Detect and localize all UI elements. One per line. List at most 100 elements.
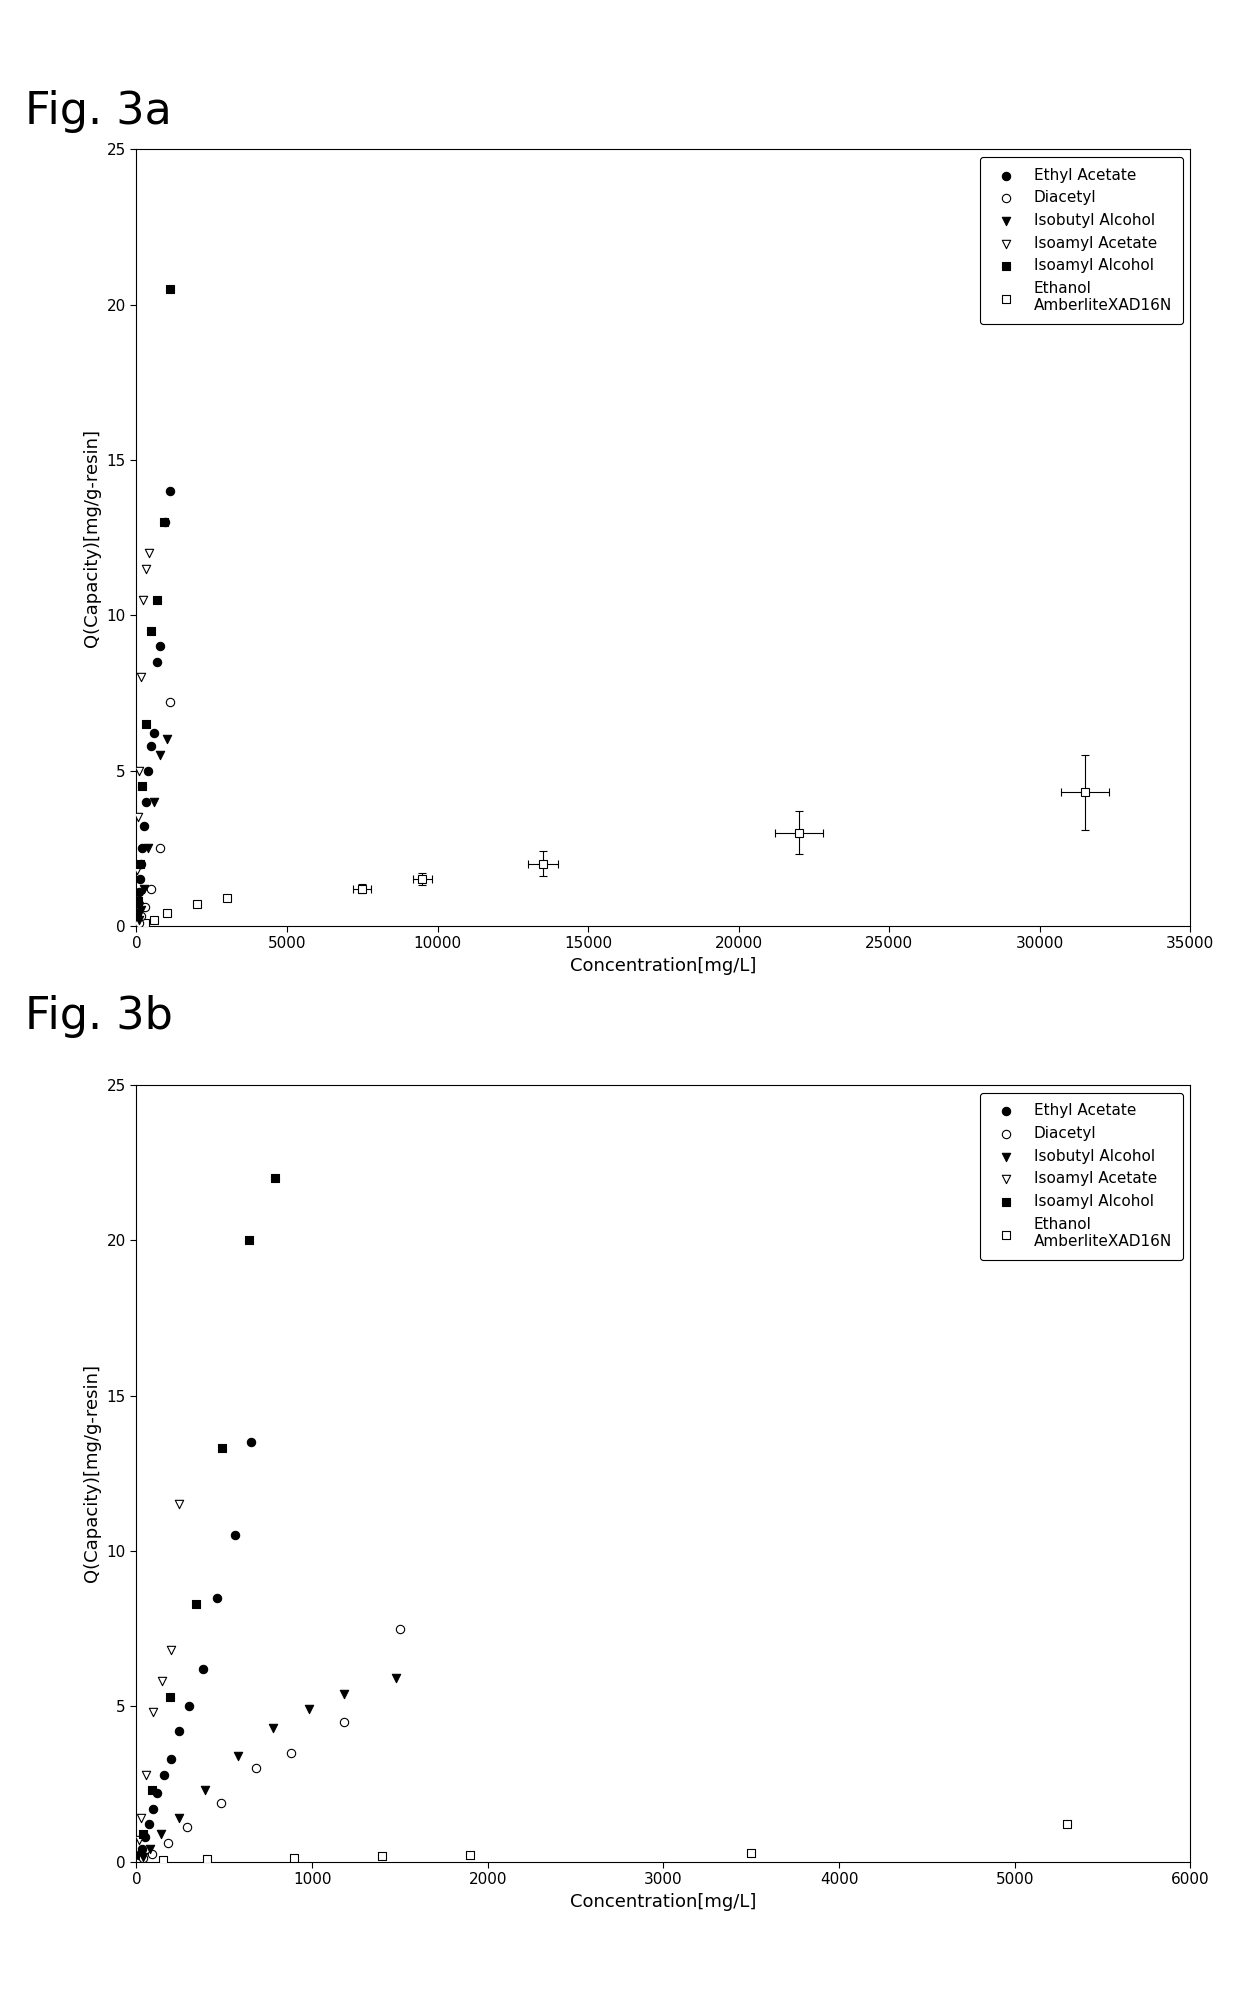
Point — [154, 506, 174, 538]
Point — [128, 904, 148, 936]
Point — [169, 1802, 188, 1834]
Point — [133, 583, 153, 615]
Point — [157, 1828, 179, 1860]
Point — [128, 854, 148, 886]
Point — [129, 876, 149, 908]
Point — [239, 1224, 259, 1256]
Point — [148, 583, 167, 615]
Point — [145, 717, 165, 749]
Point — [141, 615, 161, 647]
Point — [150, 739, 170, 771]
Point — [129, 1840, 149, 1872]
Point — [160, 273, 180, 305]
Point — [151, 1818, 171, 1850]
Point — [156, 723, 176, 755]
Point — [177, 1812, 197, 1844]
Point — [460, 1840, 480, 1872]
Point — [179, 1690, 198, 1722]
Point — [128, 886, 148, 918]
Y-axis label: Q(Capacity)[mg/g-resin]: Q(Capacity)[mg/g-resin] — [83, 428, 102, 647]
Point — [134, 1818, 154, 1850]
Point — [141, 872, 161, 904]
Point — [160, 1680, 180, 1712]
Point — [129, 888, 149, 920]
Point — [140, 1834, 160, 1866]
Point — [195, 1774, 215, 1806]
Point — [211, 1786, 231, 1818]
Point — [148, 1778, 167, 1810]
Point — [131, 1802, 151, 1834]
Point — [207, 1581, 227, 1613]
Point — [135, 1822, 155, 1854]
Point — [148, 645, 167, 677]
Point — [265, 1163, 285, 1195]
Point — [130, 848, 150, 880]
Point — [284, 1842, 304, 1874]
Point — [134, 872, 154, 904]
Point — [129, 906, 149, 938]
Point — [139, 538, 159, 569]
Point — [389, 1613, 409, 1645]
Y-axis label: Q(Capacity)[mg/g-resin]: Q(Capacity)[mg/g-resin] — [83, 1364, 102, 1583]
Point — [186, 1589, 206, 1621]
Point — [212, 1434, 232, 1465]
X-axis label: Concentration[mg/L]: Concentration[mg/L] — [570, 958, 756, 976]
Point — [154, 1758, 174, 1790]
Point — [139, 832, 159, 864]
Point — [133, 771, 153, 802]
Point — [131, 900, 151, 932]
Point — [131, 894, 151, 926]
Point — [129, 1824, 149, 1856]
Point — [143, 1774, 162, 1806]
Point — [334, 1678, 353, 1710]
Point — [129, 904, 149, 936]
Point — [160, 476, 180, 508]
Point — [134, 810, 154, 842]
Point — [228, 1740, 248, 1772]
Point — [131, 1834, 151, 1866]
Point — [143, 1838, 162, 1870]
Point — [139, 1808, 159, 1840]
Point — [153, 1844, 172, 1876]
X-axis label: Concentration[mg/L]: Concentration[mg/L] — [570, 1893, 756, 1911]
Point — [129, 755, 149, 786]
Point — [170, 1489, 190, 1521]
Point — [281, 1736, 301, 1768]
Point — [136, 709, 156, 741]
Point — [141, 731, 161, 763]
Point — [197, 1844, 217, 1876]
Point — [153, 1666, 172, 1698]
Point — [143, 1696, 162, 1728]
Point — [128, 900, 148, 932]
Point — [136, 786, 156, 818]
Point — [133, 832, 153, 864]
Point — [387, 1662, 407, 1694]
Text: Fig. 3a: Fig. 3a — [25, 90, 171, 133]
Point — [224, 1519, 244, 1551]
Point — [334, 1706, 353, 1738]
Point — [160, 687, 180, 719]
Point — [131, 848, 151, 880]
Point — [263, 1712, 283, 1744]
Point — [133, 1842, 153, 1874]
Point — [128, 800, 148, 832]
Point — [193, 1653, 213, 1684]
Point — [1058, 1808, 1078, 1840]
Point — [126, 886, 146, 918]
Legend: Ethyl Acetate, Diacetyl, Isobutyl Alcohol, Isoamyl Acetate, Isoamyl Alcohol, Eth: Ethyl Acetate, Diacetyl, Isobutyl Alcoho… — [981, 1093, 1183, 1260]
Point — [134, 1842, 154, 1874]
Point — [299, 1694, 319, 1726]
Point — [130, 661, 150, 693]
Point — [246, 1752, 265, 1784]
Point — [150, 832, 170, 864]
Point — [161, 1635, 181, 1666]
Point — [241, 1426, 260, 1457]
Point — [136, 553, 156, 585]
Point — [139, 755, 159, 786]
Point — [130, 864, 150, 896]
Point — [128, 898, 148, 930]
Point — [155, 506, 175, 538]
Point — [145, 786, 165, 818]
Text: Fig. 3b: Fig. 3b — [25, 996, 172, 1039]
Point — [161, 1744, 181, 1776]
